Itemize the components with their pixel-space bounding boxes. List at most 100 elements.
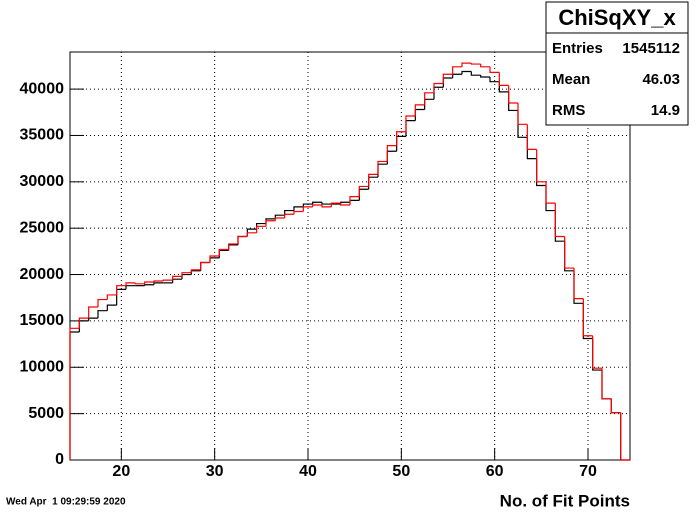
histogram-bin [88,306,98,319]
x-tick-label: 20 [112,463,130,480]
histogram-bin [349,196,360,205]
histogram-bin [517,103,528,125]
histogram-bin [125,285,136,290]
histogram-bin [386,150,397,165]
histogram-bin [414,104,425,116]
histogram-bin [144,284,154,286]
histogram-bin [582,298,593,337]
histogram-bin [284,213,294,218]
histogram-bin [452,73,462,78]
histogram-bin [377,163,388,178]
histogram-bin [424,98,434,110]
histogram-bin [312,204,322,207]
histogram-bin [442,73,453,84]
histogram-bin [452,66,462,75]
histogram-bin [386,145,397,162]
histogram-bin [284,209,294,216]
grid [70,52,630,461]
histogram-bin [368,173,378,187]
histogram-bin [144,281,154,284]
x-tick-label: 40 [299,463,317,480]
histogram-bin [592,338,602,371]
histogram-bin [358,188,369,201]
histogram-bin [69,331,80,460]
y-tick-label: 10000 [20,358,65,375]
stats-value: 1545112 [622,40,680,57]
histogram-bin [218,248,229,256]
histogram-bin [246,232,257,237]
histogram-bin [78,320,89,333]
histogram-bin [218,249,229,258]
histogram-bin [610,398,621,414]
histogram-bin [181,272,192,277]
stats-title: ChiSqXY_x [558,5,676,30]
histogram-bin [526,124,537,150]
stats-label: RMS [552,102,585,119]
series [69,70,630,461]
histogram-bin [498,72,509,86]
histogram-bin [461,70,472,75]
y-tick-label: 35000 [20,127,65,144]
histogram-bin [190,270,201,275]
y-tick-label: 20000 [20,266,65,283]
histogram-bin [564,241,574,272]
histogram-bin [172,275,182,281]
x-tick-label: 30 [206,463,224,480]
histogram-bin [480,75,490,78]
histogram-bin [78,317,89,329]
histogram-bin [442,77,453,88]
histogram-bin [153,280,164,282]
timestamp: Wed Apr 1 09:29:59 2020 [6,497,126,508]
histogram-bin [181,273,192,280]
histogram-bin [200,261,210,270]
histogram-bin [237,235,248,244]
histogram-bin [312,201,322,205]
histogram-bin [414,108,425,121]
y-tick-label: 5000 [28,405,64,422]
histogram-bin [116,288,126,306]
x-tick-label: 70 [579,463,597,480]
histogram-bin [620,412,630,461]
histogram-bin [470,71,481,76]
histogram-bin [237,235,248,245]
histogram-bin [573,268,584,300]
histogram-bin [302,206,313,212]
histogram-bin [106,294,117,300]
stats-label: Entries [552,40,603,57]
histogram-bin [564,236,574,269]
histogram-bin [190,269,201,273]
histogram-bin [302,203,313,207]
histogram-bin [349,199,360,203]
histogram-bin [69,327,80,460]
series [69,62,630,461]
x-tick-label: 60 [486,463,504,480]
y-tick-label: 30000 [20,173,65,190]
histogram-bin [470,63,481,65]
histogram-bin [554,203,565,238]
histogram-bin [97,298,108,307]
histogram-bin [209,255,220,263]
x-tick-label: 50 [392,463,410,480]
histogram-bin [321,205,332,208]
histogram-bin [508,91,518,112]
histogram-bin [274,217,285,221]
histogram-bin [489,77,500,83]
histogram-bin [153,282,164,285]
histogram-bin [358,185,369,197]
histogram-bin [125,282,136,286]
histogram-bin [405,115,416,132]
histogram-bin [536,149,546,183]
histogram-bin [228,244,238,251]
histogram-bin [116,285,126,295]
histogram-bin [330,202,341,207]
histogram-bin [620,412,630,461]
histogram-bin [405,120,416,137]
histogram-bin [461,62,472,67]
histogram-bin [489,66,500,73]
histogram-bin [396,131,406,146]
histogram-bin [545,181,556,204]
histogram-bin [256,225,266,233]
histogram-bin [545,185,556,212]
